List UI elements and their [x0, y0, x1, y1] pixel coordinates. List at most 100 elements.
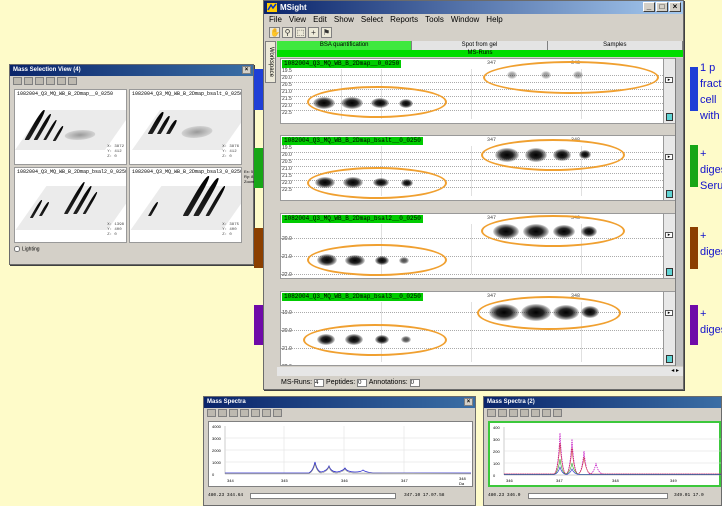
mass-marker: 347 — [487, 293, 497, 299]
menu-view[interactable]: View — [288, 15, 307, 24]
caption-1: 1 p fract cell with — [700, 62, 722, 122]
menu-file[interactable]: File — [269, 15, 282, 24]
chart-icon[interactable] — [520, 409, 529, 417]
y-tick: 300 — [493, 437, 500, 442]
chart-icon[interactable] — [46, 77, 55, 85]
copy-icon[interactable] — [35, 77, 44, 85]
menu-select[interactable]: Select — [360, 15, 384, 24]
main-vertical-scrollbar[interactable] — [675, 58, 683, 366]
print-icon[interactable] — [218, 409, 227, 417]
lane-y-axis: 19.5 20.0 20.5 21.0 21.5 22.0 22.5 — [282, 145, 292, 193]
mass-range-slider-2[interactable] — [528, 493, 668, 499]
msight-title: MSight — [280, 3, 307, 12]
save-icon[interactable] — [487, 409, 496, 417]
lane-label: 1082004_Q3_MQ_WB_B_2Dmap_bsalt__0_0250 — [282, 137, 423, 145]
tab-bsa-quantification[interactable]: BSA quantification — [277, 41, 413, 50]
strip-green — [254, 148, 263, 188]
layout-icon[interactable] — [57, 77, 66, 85]
horizontal-nav-arrows[interactable]: ◂ ▸ — [277, 367, 683, 376]
workspace-tab[interactable]: Workspace — [265, 41, 276, 83]
copy-icon[interactable] — [229, 409, 238, 417]
maximize-icon[interactable]: □ — [656, 2, 668, 12]
chart-icon[interactable] — [240, 409, 249, 417]
tab-samples[interactable]: Samples — [547, 41, 683, 50]
print-icon[interactable] — [498, 409, 507, 417]
menu-reports[interactable]: Reports — [390, 15, 419, 24]
spectra-footer-left: 480.23 344.64 — [208, 493, 244, 498]
flag-icon[interactable]: ⚑ — [321, 27, 332, 38]
fit-icon[interactable] — [262, 409, 271, 417]
highlight-ellipse — [307, 244, 447, 276]
ms-run-lane-4[interactable]: 1082004_Q3_MQ_WB_B_2Dmap_bsal3__0_0250 3… — [280, 291, 676, 366]
msight-titlebar: MSight _ □ × — [264, 1, 683, 14]
lane-scrollbar[interactable]: ▸ — [663, 59, 675, 123]
lane-arrow-icon[interactable]: ▸ — [665, 232, 673, 238]
y-tick: 2000 — [212, 448, 222, 453]
mass-marker: 347 — [487, 137, 497, 143]
x-tick: 344 — [227, 478, 234, 483]
fit-icon[interactable] — [542, 409, 551, 417]
select-rect-icon[interactable]: ⬚ — [295, 27, 306, 38]
strip-purple — [254, 305, 263, 345]
msight-window: MSight _ □ × File View Edit Show Select … — [263, 0, 684, 390]
menu-tools[interactable]: Tools — [425, 15, 444, 24]
ms-runs-count[interactable] — [314, 379, 325, 387]
zoom-tool-icon[interactable]: ⚲ — [282, 27, 293, 38]
lane-scrollbar[interactable]: ▸ — [663, 292, 675, 365]
window-controls: _ □ × — [643, 2, 681, 12]
menu-edit[interactable]: Edit — [313, 15, 327, 24]
mass-selection-panel-3[interactable]: 1082004_Q3_MQ_WB_B_2Dmap_bsal2_0_0250 X:… — [14, 167, 127, 243]
annotations-count[interactable] — [409, 379, 420, 387]
tab-spot-from-gel[interactable]: Spot from gel — [412, 41, 548, 50]
lane-arrow-icon[interactable]: ▸ — [665, 310, 673, 316]
crosshair-icon[interactable]: + — [308, 27, 319, 38]
menu-show[interactable]: Show — [333, 15, 354, 24]
ms-run-lane-1[interactable]: 1082004_Q3_MQ_WB_B_2Dmap__0_0250 347 348… — [280, 58, 676, 124]
layout-icon[interactable] — [553, 409, 562, 417]
lane-scrollbar[interactable]: ▸ — [663, 136, 675, 200]
close-icon[interactable]: × — [464, 398, 473, 406]
menu-bar: File View Edit Show Select Reports Tools… — [264, 14, 683, 25]
zoom-icon[interactable] — [68, 77, 77, 85]
lane-scrollbar[interactable]: ▸ — [663, 214, 675, 278]
mass-spectrum-plot-right[interactable]: 400 300 200 100 0 346 347 348 349 — [488, 421, 721, 487]
ms-run-lane-3[interactable]: 1082004_Q3_MQ_WB_B_2Dmap_bsal2__0_0250 3… — [280, 213, 676, 279]
save-icon[interactable] — [207, 409, 216, 417]
hand-tool-icon[interactable]: ✋ — [269, 27, 280, 38]
mass-selection-panel-4[interactable]: 1082004_Q3_MQ_WB_B_2Dmap_bsal3_0_0250 X:… — [129, 167, 242, 243]
print-icon[interactable] — [24, 77, 33, 85]
ms-run-lane-2[interactable]: 1082004_Q3_MQ_WB_B_2Dmap_bsalt__0_0250 3… — [280, 135, 676, 201]
caption-2: +digesSerum — [700, 148, 722, 192]
lane-arrow-icon[interactable]: ▸ — [665, 77, 673, 83]
close-icon[interactable]: × — [669, 2, 681, 12]
zoom-icon[interactable] — [531, 409, 540, 417]
minimize-icon[interactable]: _ — [643, 2, 655, 12]
spectrum-2-svg: 400 300 200 100 0 346 347 348 349 — [493, 425, 721, 483]
highlight-ellipse — [307, 167, 447, 199]
mass-spectra-2-titlebar: Mass Spectra (2) — [484, 397, 721, 408]
mass-spectra-title: Mass Spectra — [207, 399, 246, 405]
panel-title: 1082004_Q3_MQ_WB_B_2Dmap_bsal3_0_0250 — [132, 169, 242, 175]
spectra-2-footer-left: 480.23 346.0 — [488, 493, 521, 498]
x-tick: 345 — [281, 478, 288, 483]
save-icon[interactable] — [13, 77, 22, 85]
layout-icon[interactable] — [273, 409, 282, 417]
x-tick: 347 — [556, 478, 563, 483]
menu-help[interactable]: Help — [486, 15, 503, 24]
mass-selection-panel-2[interactable]: 1082004_Q3_MQ_WB_B_2Dmap_bsalt_0_0250 X:… — [129, 89, 242, 165]
strip-blue-right — [690, 67, 698, 111]
close-icon[interactable]: × — [242, 66, 251, 74]
lighting-checkbox[interactable] — [14, 246, 20, 252]
menu-window[interactable]: Window — [450, 15, 480, 24]
tab-strip: BSA quantification Spot from gel Samples — [277, 41, 683, 50]
lane-arrow-icon[interactable]: ▸ — [665, 154, 673, 160]
mass-range-slider[interactable] — [250, 493, 396, 499]
peptides-count[interactable] — [357, 379, 368, 387]
zoom-icon[interactable] — [251, 409, 260, 417]
strip-green-right — [690, 145, 698, 187]
copy-icon[interactable] — [509, 409, 518, 417]
mass-spectrum-plot-left[interactable]: 4000 3000 2000 1000 0 344 345 346 347 34… — [208, 421, 473, 487]
lighting-option[interactable]: Lighting — [14, 246, 40, 252]
mass-selection-panel-1[interactable]: 1082004_Q3_MQ_WB_B_2Dmap__0_0250 X: 3872… — [14, 89, 127, 165]
